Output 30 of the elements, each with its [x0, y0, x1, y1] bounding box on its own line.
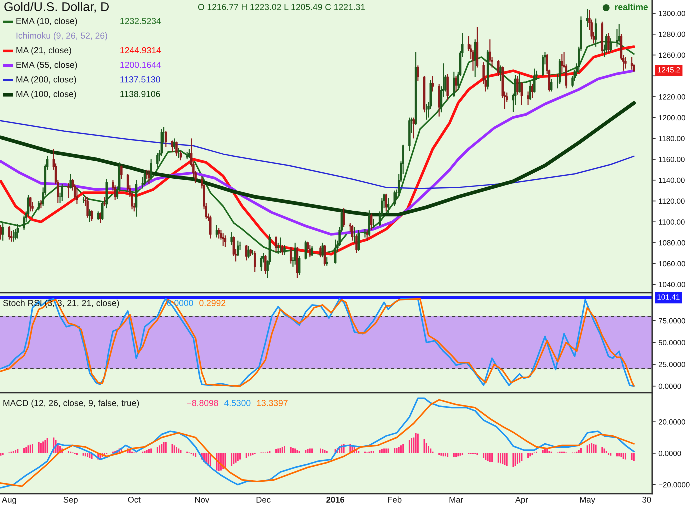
x-tick-label: 30 — [642, 497, 652, 503]
text: MACD (12, 26, close, 9, false, true) — [4, 400, 140, 408]
x-tick-label: Apr — [515, 497, 528, 505]
annotation: 1232.5234 — [120, 18, 162, 24]
chart-title: Gold/U.S. Dollar, D — [4, 2, 109, 13]
annotation: 1200.1644 — [120, 62, 162, 68]
annotation: 4.5300 — [224, 400, 251, 406]
legend-label: EMA (10, close) — [16, 18, 78, 26]
x-tick-label: Nov — [195, 497, 210, 503]
annotation: 1138.9106 — [120, 91, 160, 98]
annotation: 13.3397 — [257, 400, 288, 406]
legend-label: EMA (55, close) — [16, 62, 78, 70]
annotation: Ichimoku (9, 26, 52, 26) — [16, 32, 108, 41]
annotation: 1137.5130 — [120, 76, 160, 83]
x-tick-label: Sep — [64, 497, 78, 505]
x-tick-label: May — [580, 497, 596, 505]
x-tick-label: Aug — [2, 497, 16, 505]
annotation: 1244.9314 — [120, 47, 162, 54]
x-tick-label: 2016 — [326, 497, 345, 503]
annotation: realtime — [615, 4, 648, 10]
x-tick-label: Feb — [388, 496, 402, 503]
legend-label: MA (100, close) — [16, 90, 76, 100]
annotation: O 1216.77 H 1223.02 L 1205.49 C 1221.31 — [198, 4, 366, 10]
x-tick-label: Oct — [128, 497, 141, 503]
annotation: −8.8098 — [187, 400, 218, 406]
annotation: 0.2992 — [200, 300, 226, 306]
legend-label: MA (21, close) — [16, 47, 72, 56]
x-tick-label: Dec — [256, 497, 271, 503]
x-tick-label: Mar — [450, 497, 464, 503]
legend-label: MA (200, close) — [16, 76, 76, 84]
